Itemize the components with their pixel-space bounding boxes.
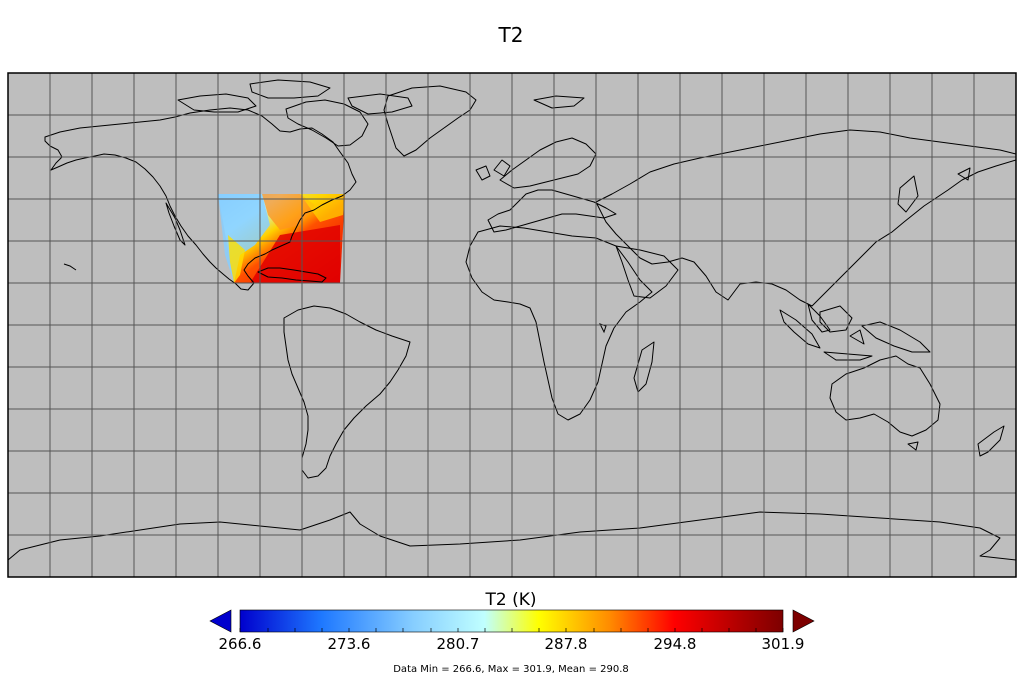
t2-field: [218, 194, 345, 283]
colorbar-over-arrow: [792, 609, 815, 633]
colorbar-tick-label: 294.8: [654, 635, 697, 653]
colorbar-tick-label: 301.9: [762, 635, 805, 653]
colorbar-tick-label: 273.6: [328, 635, 371, 653]
colorbar-gradient: [239, 609, 784, 633]
graticule: [8, 73, 1016, 577]
colorbar-tick-label: 287.8: [545, 635, 588, 653]
figure-title: T2: [498, 23, 524, 47]
colorbar-minor-ticks: [239, 628, 784, 632]
map-frame: [7, 72, 1017, 578]
map-panel: [7, 72, 1017, 578]
data-stats: Data Min = 266.6, Max = 301.9, Mean = 29…: [393, 664, 629, 675]
colorbar-under-arrow: [209, 609, 232, 633]
colorbar-tick-label: 266.6: [219, 635, 262, 653]
colorbar-title: T2 (K): [484, 590, 536, 610]
colorbar-tick-label: 280.7: [437, 635, 480, 653]
colorbar: T2 (K) 266.6 273.6 280.7 287.8 294.8 301…: [209, 590, 815, 653]
